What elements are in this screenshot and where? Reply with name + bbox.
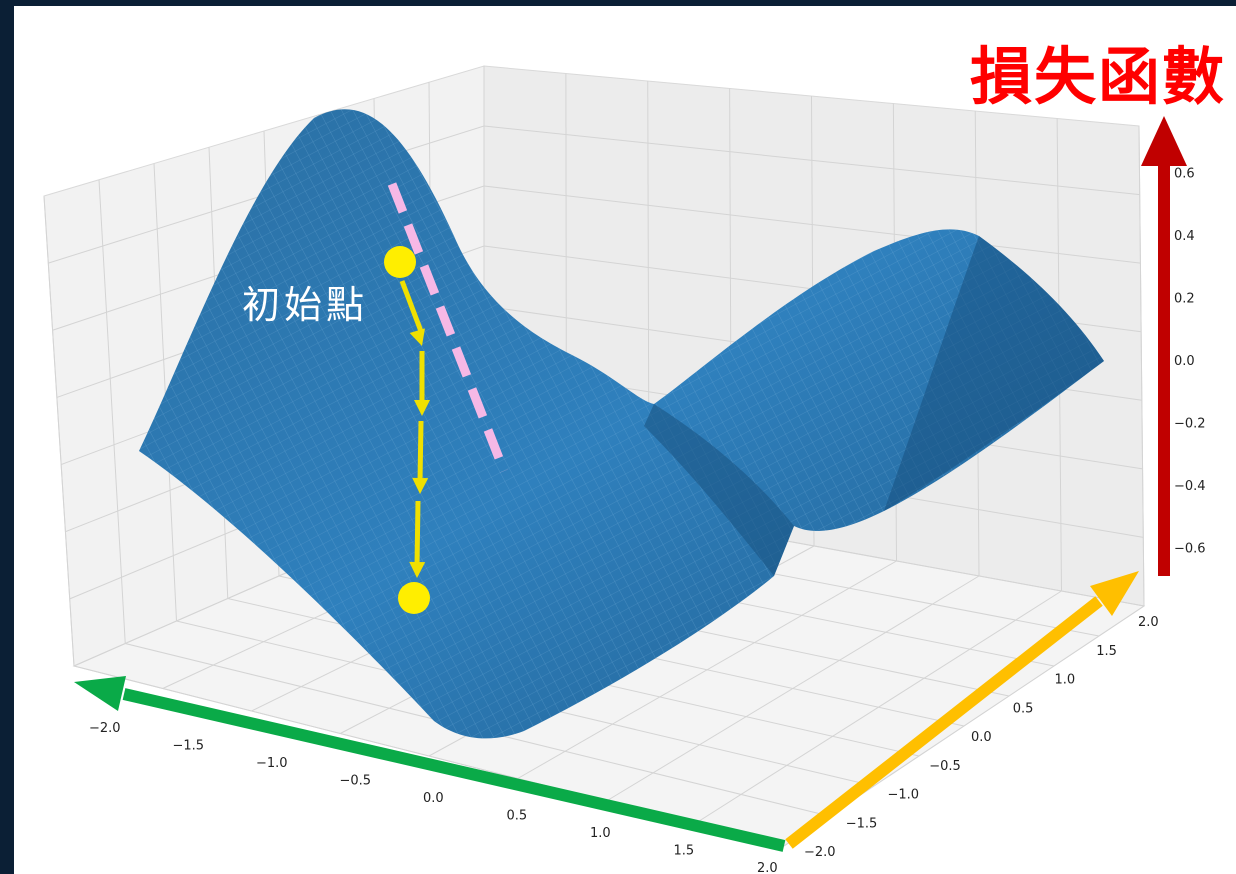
plot-panel: −2.0 −1.5 −1.0 −0.5 0.0 0.5 1.0 1.5 2.0 −2.0 −1.5… (14, 6, 1236, 874)
y-tick-label: −1.5 (846, 816, 878, 831)
x-tick-label: −0.5 (340, 774, 372, 789)
x-tick-label: −1.5 (173, 739, 205, 754)
z-tick-labels: −0.6 −0.4 −0.2 0.0 0.2 0.4 0.6 (1174, 166, 1206, 556)
x-tick-label: −1.0 (256, 756, 288, 771)
descent-step-1 (399, 280, 425, 346)
descent-step-2 (414, 351, 430, 416)
x-tick-label: 2.0 (757, 861, 778, 874)
z-tick-label: −0.4 (1174, 479, 1206, 494)
descent-path (399, 280, 430, 578)
y-tick-label: 1.5 (1096, 644, 1117, 659)
descent-step-4 (409, 500, 426, 578)
start-point (384, 246, 416, 278)
y-tick-label: 1.0 (1055, 673, 1076, 688)
x-tick-labels: −2.0 −1.5 −1.0 −0.5 0.0 0.5 1.0 1.5 2.0 (89, 721, 778, 874)
x-tick-label: 1.0 (590, 826, 611, 841)
y-tick-label: 0.5 (1013, 701, 1034, 716)
x-tick-label: −2.0 (89, 721, 121, 736)
end-point (398, 582, 430, 614)
y-tick-labels: −2.0 −1.5 −1.0 −0.5 0.0 0.5 1.0 1.5 2.0 (804, 615, 1159, 860)
chart-title: 損失函數 (969, 40, 1226, 113)
z-tick-label: 0.0 (1174, 354, 1195, 369)
y-tick-label: −1.0 (888, 788, 920, 803)
y-tick-label: −2.0 (804, 845, 836, 860)
x-tick-label: 0.0 (423, 791, 444, 806)
z-tick-label: −0.2 (1174, 417, 1206, 432)
start-point-label: 初始點 (242, 283, 369, 327)
descent-step-3 (412, 420, 429, 494)
loss-surface (139, 109, 1104, 739)
y-axis-arrow (785, 571, 1139, 849)
y-tick-label: 2.0 (1138, 615, 1159, 630)
z-tick-label: 0.2 (1174, 291, 1195, 306)
z-axis-arrow (1141, 116, 1187, 576)
z-tick-label: 0.6 (1174, 166, 1195, 181)
x-tick-label: 0.5 (507, 809, 528, 824)
y-tick-label: 0.0 (971, 730, 992, 745)
z-tick-label: 0.4 (1174, 229, 1195, 244)
x-tick-label: 1.5 (674, 844, 695, 859)
y-tick-label: −0.5 (929, 759, 961, 774)
z-tick-label: −0.6 (1174, 542, 1206, 557)
surface-plot: −2.0 −1.5 −1.0 −0.5 0.0 0.5 1.0 1.5 2.0 −2.0 −1.5… (43, 65, 1206, 874)
tangent-line (387, 182, 509, 473)
x-axis-arrow (74, 676, 786, 852)
